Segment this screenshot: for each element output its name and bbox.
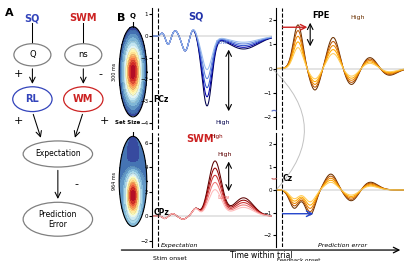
Text: SQ: SQ	[25, 13, 40, 23]
Ellipse shape	[14, 44, 51, 66]
Text: SWM: SWM	[69, 13, 97, 23]
Text: Low: Low	[216, 195, 229, 200]
Text: A: A	[4, 8, 13, 18]
Text: High: High	[350, 15, 364, 20]
Text: Stim onset: Stim onset	[153, 256, 187, 261]
Text: FCz: FCz	[153, 96, 168, 104]
Text: High: High	[211, 134, 223, 139]
Text: -: -	[74, 179, 78, 189]
Text: SWM: SWM	[185, 134, 213, 144]
Text: 300 ms: 300 ms	[111, 63, 117, 81]
Text: Set Size: Set Size	[115, 120, 140, 125]
Text: Expectation: Expectation	[35, 150, 81, 158]
Text: ns: ns	[78, 50, 88, 59]
Ellipse shape	[65, 44, 102, 66]
Ellipse shape	[13, 87, 52, 112]
Text: +: +	[14, 116, 23, 126]
Text: Q: Q	[29, 50, 36, 59]
Text: High: High	[216, 152, 231, 157]
Text: SQ: SQ	[188, 11, 203, 21]
Ellipse shape	[23, 141, 92, 167]
Text: Feedback onset: Feedback onset	[277, 258, 320, 261]
Text: Expectation: Expectation	[160, 243, 198, 248]
Text: High: High	[215, 120, 230, 125]
Ellipse shape	[64, 87, 103, 112]
Text: WM: WM	[73, 94, 93, 104]
Text: -: -	[98, 69, 102, 79]
Ellipse shape	[23, 202, 92, 236]
Text: Low: Low	[215, 40, 228, 45]
Text: 964 ms: 964 ms	[111, 172, 117, 191]
Text: RL: RL	[26, 94, 39, 104]
Text: Prediction error: Prediction error	[317, 243, 366, 248]
Text: Time within trial: Time within trial	[229, 251, 292, 260]
Text: +: +	[99, 116, 109, 126]
Text: Cz: Cz	[282, 174, 292, 183]
Text: Prediction
Error: Prediction Error	[38, 210, 77, 229]
Text: Stim onset: Stim onset	[153, 138, 187, 143]
Text: +: +	[14, 69, 23, 79]
Text: Q: Q	[130, 13, 136, 19]
Text: FPE: FPE	[311, 11, 328, 20]
Text: CPz: CPz	[153, 208, 169, 217]
Text: B: B	[117, 13, 126, 23]
Text: Feedback onset: Feedback onset	[277, 139, 320, 144]
